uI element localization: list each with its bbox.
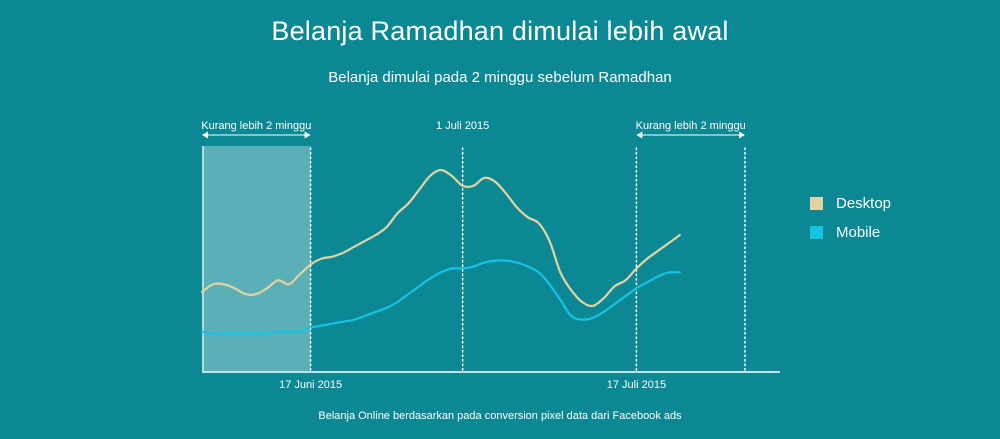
series-line-mobile [200, 259, 681, 335]
chart-footer: Belanja Online berdasarkan pada conversi… [318, 410, 682, 422]
series-line-desktop [200, 168, 681, 308]
legend-item-mobile: Mobile [810, 223, 891, 241]
legend-item-desktop: Desktop [810, 194, 891, 212]
x-tick-label-1: 17 Juli 2015 [607, 379, 666, 391]
legend-label-desktop: Desktop [836, 194, 892, 212]
range-arrow-left-0 [202, 131, 208, 139]
shaded-range-0 [202, 146, 311, 372]
chart-title: Belanja Ramadhan dimulai lebih awal [271, 16, 729, 46]
x-tick-label-0: 17 Juni 2015 [279, 379, 342, 391]
range-arrow-right-0 [304, 131, 311, 139]
range-label-0: Kurang lebih 2 minggu [201, 120, 311, 132]
range-arrow-left-1 [636, 131, 643, 139]
legend: Desktop Mobile [810, 194, 891, 252]
legend-swatch-desktop [810, 196, 823, 210]
legend-label-mobile: Mobile [836, 223, 881, 241]
range-arrow-right-1 [739, 131, 745, 139]
chart-subtitle: Belanja dimulai pada 2 minggu sebelum Ra… [328, 69, 672, 86]
marker-label-0: 1 Juli 2015 [436, 120, 489, 132]
legend-swatch-mobile [810, 225, 823, 239]
range-label-1: Kurang lebih 2 minggu [636, 120, 746, 132]
